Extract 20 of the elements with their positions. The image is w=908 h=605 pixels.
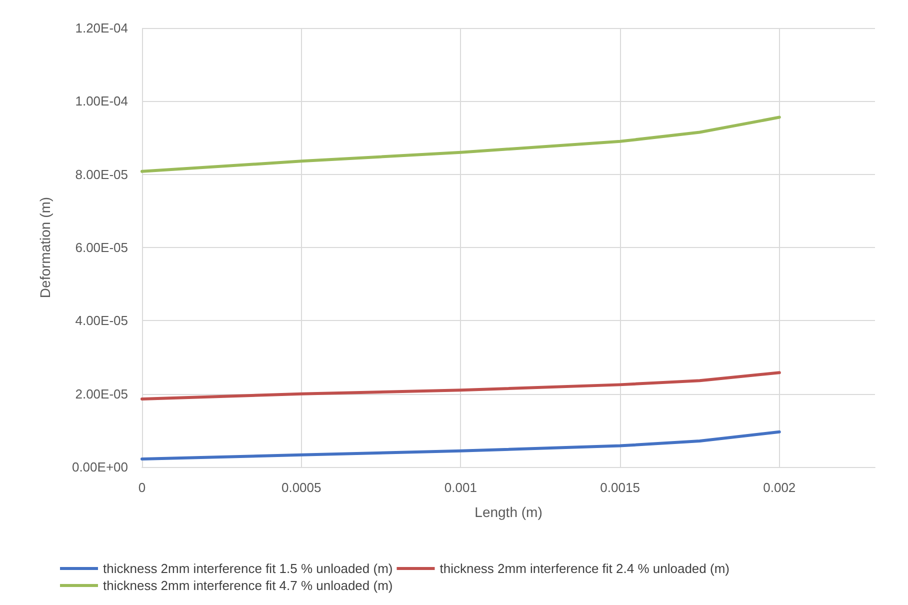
x-tick-label: 0.002 [763,480,796,495]
y-tick-label: 1.20E-04 [75,20,128,36]
legend-label: thickness 2mm interference fit 2.4 % unloaded (m) [440,561,730,576]
x-tick-label: 0.0005 [281,480,322,495]
line-series [140,116,781,173]
y-tick-label: 4.00E-05 [75,313,128,328]
x-tick-label: 0.001 [444,480,477,495]
y-tick-label: 8.00E-05 [75,166,128,182]
y-axis-title: Deformation (m) [37,196,53,298]
x-tick-label: 0 [138,480,146,495]
legend-label: thickness 2mm interference fit 4.7 % unloaded (m) [103,578,393,593]
x-tick-label: 0.0015 [600,480,640,495]
x-axis-title: Length (m) [474,504,542,520]
y-tick-label: 6.00E-05 [75,240,128,255]
y-tick-label: 0.00E+00 [72,460,128,474]
legend-label: thickness 2mm interference fit 1.5 % unloaded (m) [103,561,393,576]
y-tick-label: 1.00E-04 [75,94,128,109]
y-tick-label: 2.00E-05 [75,386,128,402]
line-series [140,371,781,400]
line-series [140,430,781,460]
